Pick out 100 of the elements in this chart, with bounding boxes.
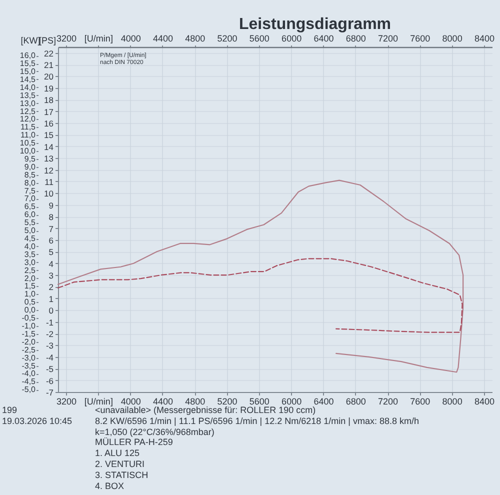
y-tick-label: 22 [44, 48, 54, 58]
y2-tick-label: 8,5 [24, 170, 36, 180]
y2-tick-label: -2,0 [22, 337, 36, 346]
y-tick-label: 9 [48, 200, 54, 210]
x2-tick-label: 6000 [282, 34, 302, 44]
x2-tick-label: 6400 [314, 34, 334, 44]
text: <unavailable> (Messergebnisse für: ROLLER 190 ccm) [95, 405, 316, 415]
y2-tick-label: 9,0 [24, 162, 36, 172]
x2-tick-label: 8000 [442, 34, 462, 44]
y2-tick-label: 11,5 [20, 122, 36, 132]
y2-tick-label: -3,0 [22, 353, 36, 362]
x-tick-label: 4400 [152, 396, 173, 406]
x-tick-label: 4000 [120, 396, 141, 406]
y2-tick-label: 10,5 [20, 138, 36, 148]
y-tick-label: 8 [48, 212, 54, 222]
y2-tick-label: 4,5 [24, 234, 36, 244]
y-tick-label: 11 [44, 176, 54, 187]
x-tick-label: 8000 [442, 396, 462, 406]
text: 1. ALU 125 [95, 448, 140, 458]
text: 4. BOX [95, 480, 124, 491]
y-tick-label: 7 [48, 224, 54, 234]
y2-tick-label: 7,5 [24, 186, 36, 196]
y2-tick-label: 8,0 [24, 178, 36, 188]
y-tick-label: 21 [44, 60, 54, 70]
y-tick-label: -5 [46, 364, 54, 374]
x2-tick-label: 7600 [410, 34, 430, 44]
y2-axis-title: [KW] [20, 36, 40, 46]
y-tick-label: -3 [46, 340, 54, 351]
y2-tick-label: 11,0 [20, 130, 36, 140]
y2-tick-label: -4,0 [22, 369, 36, 378]
text: MÜLLER PA-H-259 [95, 437, 173, 448]
y2-tick-label: -1,5 [22, 329, 36, 338]
y2-tick-label: 5,0 [24, 226, 36, 236]
y2-tick-label: -0,5 [22, 314, 36, 323]
y-tick-label: 18 [44, 95, 54, 106]
x-tick-label: 6000 [282, 396, 302, 406]
y2-tick-label: 13,5 [20, 90, 36, 100]
y2-tick-label: 14,0 [20, 82, 36, 92]
y2-tick-label: 0,0 [24, 306, 36, 315]
y-tick-label: 12 [44, 165, 54, 176]
y2-tick-label: 10,0 [20, 146, 36, 156]
y2-tick-label: 12,5 [20, 106, 36, 116]
y2-tick-label: 7,0 [24, 194, 36, 204]
y-axis-title: [PS] [38, 36, 56, 46]
x-tick-label: 5200 [217, 396, 238, 406]
y-tick-label: 3 [48, 270, 54, 281]
x2-tick-label: 5600 [249, 34, 270, 44]
x2-tick-label: 4000 [120, 34, 141, 44]
y-tick-label: 17 [44, 106, 54, 117]
y-tick-label: 5 [48, 247, 54, 258]
y2-tick-label: 13,0 [20, 98, 36, 108]
x-tick-label: 4800 [185, 396, 206, 406]
y2-tick-label: -5,0 [22, 385, 36, 394]
y-tick-label: 16 [44, 118, 54, 129]
y2-tick-label: -2,5 [22, 345, 36, 354]
line-series [57, 258, 463, 333]
x-tick-label: 6400 [314, 396, 334, 406]
y-tick-label: 4 [48, 258, 54, 269]
x2-tick-label: 5200 [217, 34, 238, 44]
y-tick-label: 13 [44, 154, 54, 164]
text: 3. STATISCH [95, 470, 148, 480]
y2-tick-label: 2,5 [24, 266, 36, 275]
y-tick-label: -4 [46, 352, 54, 362]
y-tick-label: 0 [48, 306, 54, 316]
y2-tick-label: -1,0 [22, 321, 36, 330]
y-tick-label: 1 [48, 294, 54, 304]
x2-tick-label: 7200 [378, 34, 398, 44]
y-tick-label: -7 [46, 388, 54, 398]
y-tick-label: 19 [44, 83, 54, 94]
line-series [57, 180, 464, 373]
y2-tick-label: 1,0 [24, 290, 36, 299]
y2-tick-label: 1,5 [24, 282, 36, 291]
y-tick-label: 2 [48, 282, 54, 292]
y-tick-label: 10 [44, 188, 54, 199]
y-tick-label: -1 [46, 317, 54, 328]
y2-tick-label: 16,0 [20, 51, 36, 60]
y2-tick-label: 15,5 [20, 59, 36, 68]
x-tick-label: 5600 [249, 396, 270, 406]
x-tick-label: 3200 [56, 396, 77, 406]
y2-tick-label: 5,5 [24, 218, 36, 228]
y2-tick-label: 6,5 [24, 202, 36, 212]
y2-tick-label: 0,5 [24, 298, 36, 307]
y-tick-label: 14 [44, 142, 54, 152]
x-tick-label: 6800 [346, 396, 366, 406]
text: 199 [2, 405, 18, 415]
x2-tick-label: 3200 [56, 34, 77, 44]
x-tick-label: 7600 [410, 396, 430, 406]
text: 8.2 KW/6596 1/min | 11.1 PS/6596 1/min | 12.2 Nm/6218 1/min | vmax: 88.8 km/h [95, 416, 420, 426]
y-tick-label: 6 [48, 235, 54, 246]
x-tick-label: [U/min] [84, 396, 113, 406]
y2-tick-label: 3,0 [24, 258, 36, 267]
chart-title: Leistungsdiagramm [238, 16, 392, 33]
y2-tick-label: 2,0 [24, 274, 36, 283]
y2-tick-label: -4,5 [22, 377, 36, 386]
y2-tick-label: 6,0 [24, 210, 36, 220]
x-tick-label: 8400 [474, 396, 494, 406]
x-tick-label: 7200 [378, 396, 398, 406]
y2-tick-label: 4,0 [24, 242, 36, 251]
text: k=1,050 (22°C/36%/968mbar) [95, 426, 214, 437]
x2-tick-label: [U/min] [84, 34, 113, 44]
